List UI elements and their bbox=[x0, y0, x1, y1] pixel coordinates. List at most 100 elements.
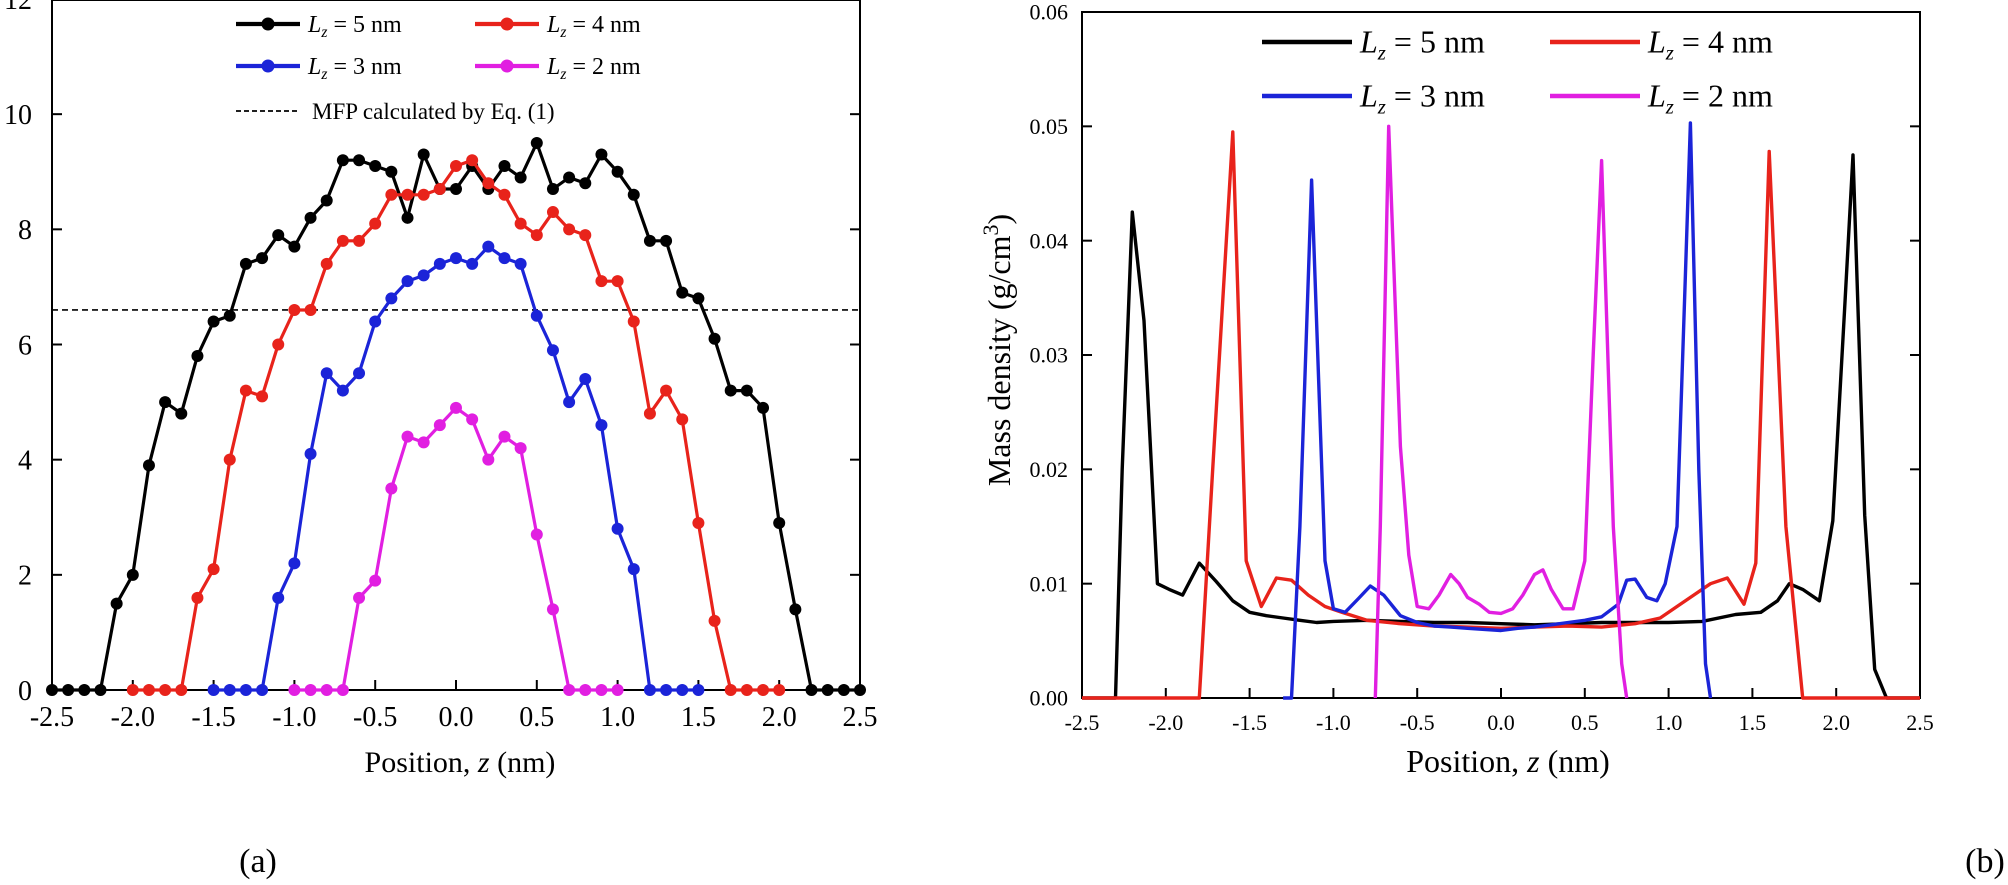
y-tick-label: 0.03 bbox=[1030, 343, 1069, 368]
data-point bbox=[789, 603, 802, 616]
panel-b-series bbox=[1082, 121, 1920, 700]
data-point bbox=[239, 384, 252, 397]
data-point bbox=[385, 188, 398, 201]
panel-a-legend: Lz = 5 nm Lz = 4 nm Lz = 3 nm Lz = 2 nm MFP … bbox=[236, 12, 641, 124]
x-tick-label: 2.0 bbox=[762, 702, 797, 733]
data-point bbox=[466, 154, 479, 167]
data-point bbox=[272, 591, 285, 604]
x-tick-label: -2.0 bbox=[111, 702, 155, 733]
data-point bbox=[740, 684, 753, 696]
data-point bbox=[530, 229, 543, 242]
data-point bbox=[46, 684, 58, 696]
x-tick-label: 0.5 bbox=[1571, 710, 1599, 735]
data-point bbox=[595, 419, 608, 432]
series-line bbox=[52, 141, 860, 692]
data-point bbox=[369, 315, 382, 328]
x-tick-label: -1.0 bbox=[1316, 710, 1351, 735]
series-line bbox=[1082, 153, 1920, 700]
panel-b-y-axis-label: Mass density (g/cm3) bbox=[978, 214, 1017, 486]
series-line bbox=[294, 406, 618, 692]
data-point bbox=[708, 614, 721, 627]
legend-entry: Lz = 3 nm bbox=[236, 54, 402, 83]
data-point bbox=[692, 292, 705, 305]
data-point bbox=[336, 684, 349, 696]
data-point bbox=[288, 684, 301, 696]
data-point bbox=[773, 517, 786, 530]
data-point bbox=[466, 257, 479, 270]
panel-a: 0 2 4 6 8 10 12 -2.5 -2.0 -1.5 -1.0 -0.5 0.0 0.5 1.0 1… bbox=[4, 0, 878, 880]
legend-entry-label: Lz = 2 nm bbox=[546, 54, 641, 83]
data-point bbox=[611, 165, 624, 178]
data-point bbox=[514, 442, 527, 455]
data-point bbox=[563, 171, 576, 184]
data-point bbox=[546, 206, 559, 219]
data-point bbox=[450, 252, 462, 265]
series-1 bbox=[46, 136, 866, 696]
data-point bbox=[288, 557, 301, 570]
data-point bbox=[207, 684, 220, 696]
data-point bbox=[369, 574, 382, 587]
x-tick-label: 0.5 bbox=[519, 702, 554, 733]
data-point bbox=[563, 684, 576, 696]
data-point bbox=[223, 684, 236, 696]
data-point bbox=[724, 384, 737, 397]
data-point bbox=[417, 148, 430, 161]
x-tick-label: -1.5 bbox=[1232, 710, 1267, 735]
data-point bbox=[805, 684, 818, 696]
data-point bbox=[223, 309, 236, 322]
data-point bbox=[207, 315, 220, 328]
panel-a-x-axis-label: Position, z (nm) bbox=[365, 746, 556, 779]
panel-b-x-axis-label: Position, z (nm) bbox=[1406, 743, 1610, 779]
data-point bbox=[175, 407, 188, 420]
data-point bbox=[546, 183, 559, 196]
x-tick-label: 2.5 bbox=[1906, 710, 1934, 735]
data-point bbox=[821, 684, 834, 696]
data-point bbox=[126, 568, 139, 581]
data-point bbox=[595, 684, 608, 696]
data-point bbox=[288, 240, 301, 253]
series-3 bbox=[1283, 121, 1713, 700]
data-point bbox=[401, 211, 414, 224]
data-point bbox=[304, 447, 317, 460]
x-tick-label: -2.0 bbox=[1148, 710, 1183, 735]
legend-entry-label: MFP calculated by Eq. (1) bbox=[312, 99, 555, 124]
data-point bbox=[676, 413, 689, 426]
data-point bbox=[627, 188, 640, 201]
legend-entry: Lz = 2 nm bbox=[475, 54, 641, 83]
legend-marker bbox=[500, 59, 514, 73]
data-point bbox=[272, 338, 285, 351]
data-point bbox=[78, 684, 91, 696]
data-point bbox=[482, 177, 495, 190]
legend-entry-label: Lz = 4 nm bbox=[1647, 24, 1773, 65]
y-tick-label: 12 bbox=[4, 0, 32, 16]
y-tick-label: 0.04 bbox=[1030, 228, 1069, 253]
data-point bbox=[336, 154, 349, 167]
series-4 bbox=[288, 401, 624, 696]
data-point bbox=[450, 183, 462, 196]
data-point bbox=[514, 171, 527, 184]
data-point bbox=[627, 563, 640, 576]
y-tick-label: 0.02 bbox=[1030, 457, 1069, 482]
data-point bbox=[676, 684, 689, 696]
y-tick-label: 4 bbox=[18, 445, 32, 476]
panel-a-y-ticks: 0 2 4 6 8 10 12 bbox=[4, 0, 860, 707]
data-point bbox=[142, 684, 155, 696]
data-point bbox=[417, 436, 430, 449]
data-point bbox=[611, 275, 624, 288]
data-point bbox=[336, 234, 349, 247]
data-point bbox=[627, 315, 640, 328]
series-2 bbox=[126, 154, 786, 696]
panel-b: 0.00 0.01 0.02 0.03 0.04 0.05 0.06 -2.5 -2.0 -1.… bbox=[978, 0, 2005, 880]
data-point bbox=[62, 684, 75, 696]
data-point bbox=[595, 275, 608, 288]
data-point bbox=[272, 229, 285, 242]
data-point bbox=[498, 252, 511, 265]
data-point bbox=[546, 603, 559, 616]
data-point bbox=[256, 252, 269, 265]
y-tick-label: 0 bbox=[18, 676, 32, 707]
data-point bbox=[385, 292, 398, 305]
panel-b-legend: Lz = 5 nm Lz = 4 nm Lz = 3 nm Lz = 2 nm bbox=[1262, 24, 1773, 119]
legend-entry: Lz = 4 nm bbox=[475, 12, 641, 41]
data-point bbox=[401, 275, 414, 288]
